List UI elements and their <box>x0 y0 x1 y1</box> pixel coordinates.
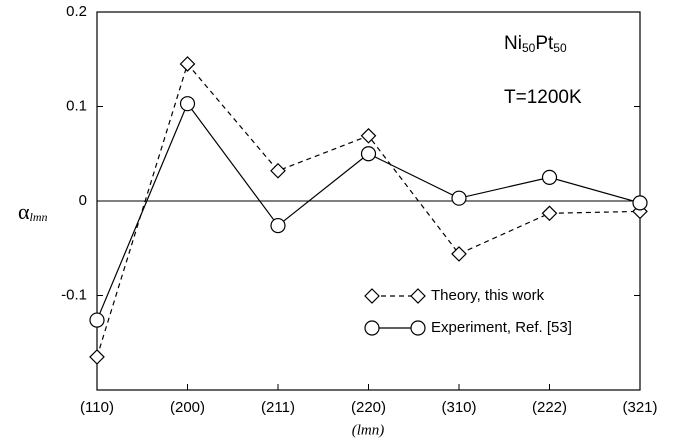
y-tick-label: 0 <box>79 192 87 209</box>
marker <box>410 288 426 304</box>
marker <box>410 320 426 336</box>
annotation: Ni50Pt50 <box>504 33 567 55</box>
marker <box>89 312 105 328</box>
x-tick-label: (222) <box>532 399 567 416</box>
x-tick-label: (220) <box>351 399 386 416</box>
x-tick-label: (200) <box>170 399 205 416</box>
x-tick-label: (310) <box>441 399 476 416</box>
marker <box>451 246 467 262</box>
annotation: T=1200K <box>504 87 582 108</box>
y-label-part: lmn <box>30 210 48 224</box>
x-tick-label: (211) <box>261 399 295 416</box>
marker <box>360 127 377 144</box>
marker <box>179 96 196 112</box>
marker <box>541 169 558 185</box>
x-tick-label: (110) <box>80 399 114 416</box>
annotation-part: Pt <box>535 33 554 54</box>
marker <box>364 288 380 304</box>
y-tick-label: 0.2 <box>66 3 87 20</box>
marker <box>360 146 377 162</box>
y-label-part: α <box>18 199 30 224</box>
marker <box>632 195 648 211</box>
legend-label: Theory, this work <box>431 287 545 304</box>
marker <box>270 217 286 234</box>
marker <box>451 190 467 206</box>
annotation-part: 50 <box>553 41 567 55</box>
legend-label: Experiment, Ref. [53] <box>431 319 572 336</box>
annotation-part: Ni <box>504 33 522 54</box>
marker <box>179 56 196 72</box>
annotation-part: 50 <box>522 41 536 55</box>
x-axis-label: (lmn) <box>352 422 385 438</box>
marker <box>270 162 286 179</box>
marker <box>541 205 558 222</box>
y-tick-label: -0.1 <box>61 286 87 303</box>
y-axis-label: αlmn <box>18 199 48 224</box>
marker <box>364 320 380 336</box>
marker <box>89 349 105 365</box>
x-tick-label: (321) <box>622 399 657 416</box>
y-tick-label: 0.1 <box>66 97 87 114</box>
